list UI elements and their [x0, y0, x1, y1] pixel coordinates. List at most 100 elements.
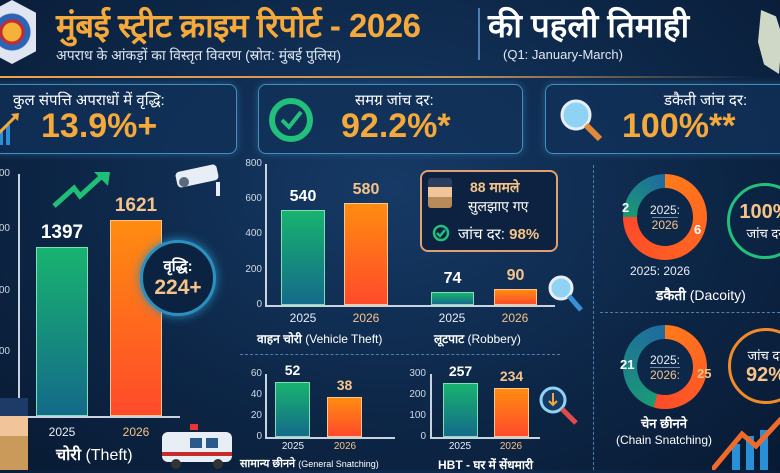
x-axis — [400, 305, 555, 307]
page-title: मुंबई स्ट्रीट क्राइम रिपोर्ट - 2026 — [56, 7, 421, 44]
stat-card-dacoity-rate: डकैती जांच दर: 100%** — [545, 84, 780, 154]
rate-value: 92% — [745, 363, 780, 386]
dacoity-rate-ring: 100% जांच दर — [727, 183, 780, 259]
cctv-camera-icon — [175, 164, 220, 196]
callout-rate-label: जांच दर: — [458, 226, 505, 243]
x-tick: 2025 — [289, 311, 317, 325]
chart-title-hi: चोरी — [56, 447, 81, 464]
slice-label-2025: 2 — [622, 200, 630, 215]
chart-title-hi: सामान्य छीनने — [240, 458, 296, 470]
bar-theft-2025 — [36, 246, 88, 416]
growth-badge: वृद्धि: 224+ — [140, 240, 216, 316]
value-label: 90 — [506, 267, 525, 285]
chart-title-en: (Dacoity) — [689, 287, 746, 303]
magnifier-icon — [560, 99, 603, 142]
callout-solved: सुलझाए गए — [468, 198, 529, 214]
stat-value: 100%** — [622, 107, 736, 145]
chart-title-chain-en: (Chain Snatching) — [615, 433, 713, 447]
value-label: 580 — [352, 180, 380, 198]
chart-title-general-snatching: सामान्य छीनने (General Snatching) — [240, 456, 379, 471]
x-axis — [265, 305, 400, 307]
chart-title-theft: चोरी (Theft) — [56, 443, 133, 465]
value-label: 257 — [448, 363, 473, 380]
check-circle-icon — [269, 98, 313, 142]
header-divider — [0, 76, 760, 78]
bar-vehicle-2025 — [281, 209, 325, 305]
growth-badge-value: 224+ — [154, 276, 202, 299]
bar-hbt-2026 — [494, 387, 529, 437]
section-divider — [593, 165, 594, 470]
trend-up-icon — [0, 113, 19, 145]
chart-title-dacoity: डकैती (Dacoity) — [656, 286, 746, 305]
rate-label: जांच दर — [746, 225, 780, 241]
growth-badge-label: वृद्धि: — [163, 258, 193, 275]
x-tick: 2025 — [438, 311, 466, 325]
y-tick: 300 — [409, 368, 426, 379]
x-tick: 2026 — [333, 441, 357, 452]
section-divider — [240, 354, 560, 355]
y-axis — [265, 374, 267, 438]
y-tick: 100 — [409, 410, 426, 421]
stat-label: डकैती जांच दर: — [664, 92, 748, 109]
y-axis — [430, 374, 432, 438]
chain-rate-ring: जांच दर92% — [728, 328, 780, 404]
x-tick: 2025 — [281, 441, 305, 452]
bar-robbery-2025 — [431, 291, 474, 305]
donut-legend: 2025: 2026 — [630, 264, 691, 278]
callout-rate-value: 98% — [509, 226, 540, 243]
chain-snatching-donut: 2025: 2026: — [623, 325, 707, 409]
chart-title-hi: डकैती — [656, 287, 686, 303]
donut-center-label: 2025: — [649, 352, 681, 367]
stat-value: 13.9%+ — [41, 107, 158, 145]
donut-center-label: 2025: — [649, 202, 681, 217]
chart-title-en: (Vehicle Theft) — [305, 332, 383, 346]
y-tick: 20 — [250, 410, 262, 421]
x-tick: 2026 — [501, 311, 529, 325]
x-tick: 2026 — [499, 441, 523, 452]
chart-title-en: (General Snatching) — [298, 459, 379, 469]
police-officer-icon — [0, 398, 28, 470]
chart-title-hbt: HBT - घर में सेंधमारी — [438, 458, 533, 472]
rising-chart-icon — [712, 416, 780, 470]
x-tick: 2026 — [352, 311, 380, 325]
section-divider — [600, 312, 780, 313]
value-label: 52 — [284, 362, 301, 379]
donut-center-label: 2026: — [649, 366, 681, 382]
chart-title-hi: लूटपाट — [434, 332, 465, 346]
y-tick: 0 — [256, 431, 262, 442]
page-title-right: की पहली तिमाही — [488, 7, 690, 44]
rate-value: 100% — [739, 200, 780, 223]
slice-label-2026: 25 — [697, 366, 712, 381]
trend-arrow-icon — [52, 172, 110, 208]
x-tick: 2025 — [448, 441, 472, 452]
y-tick: 200 — [245, 264, 262, 275]
dacoity-donut: 2025: 2026 — [623, 174, 707, 260]
y-tick: 500 — [0, 346, 10, 357]
donut-center-label: 2026 — [651, 216, 679, 232]
chart-title-hi: वाहन चोरी — [257, 332, 302, 346]
y-tick: 600 — [245, 193, 262, 204]
title-divider — [478, 8, 480, 60]
period: (Q1: January-March) — [503, 47, 623, 62]
value-label-theft-2026: 1621 — [114, 194, 158, 216]
value-label: 540 — [289, 187, 317, 205]
y-tick: 200 — [409, 389, 426, 400]
y-tick: 0 — [256, 299, 262, 310]
stat-value: 92.2%* — [341, 107, 451, 145]
x-tick: 2026 — [122, 425, 150, 439]
callout-rate: जांच दर: 98% — [458, 224, 539, 244]
check-circle-icon — [432, 224, 450, 242]
y-axis — [265, 164, 267, 306]
value-label: 74 — [443, 269, 462, 287]
robbery-callout: 88 मामले सुलझाए गए जांच दर: 98% — [420, 170, 558, 252]
x-axis — [430, 437, 540, 439]
police-van-icon — [162, 424, 232, 469]
y-tick: 40 — [250, 389, 262, 400]
bar-vehicle-2026 — [344, 202, 388, 305]
y-tick: 1500 — [0, 223, 10, 234]
value-label: 38 — [336, 377, 353, 394]
bar-snatching-2026 — [327, 397, 362, 437]
stat-card-property-crime: कुल संपत्ति अपराधों में वृद्धि: 13.9%+ — [0, 84, 237, 154]
stat-card-overall-rate: समग्र जांच दर: 92.2%* — [258, 84, 523, 154]
